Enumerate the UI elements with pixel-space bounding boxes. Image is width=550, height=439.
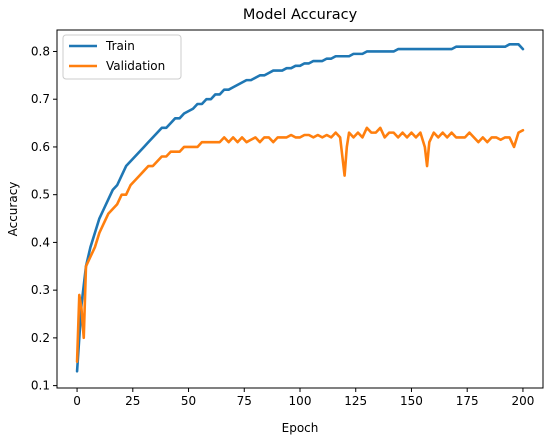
x-tick-label: 150 [400, 394, 423, 408]
y-axis-title: Accuracy [6, 182, 20, 237]
legend-label-validation: Validation [106, 59, 165, 73]
y-tick-label: 0.1 [31, 379, 50, 393]
x-tick-label: 25 [125, 394, 140, 408]
x-tick-label: 50 [181, 394, 196, 408]
x-tick-label: 175 [456, 394, 479, 408]
plot-frame [56, 29, 544, 389]
y-tick-label: 0.7 [31, 92, 50, 106]
x-tick-label: 0 [73, 394, 81, 408]
x-tick-label: 200 [511, 394, 534, 408]
series-line-train [75, 43, 525, 373]
x-tick-label: 75 [237, 394, 252, 408]
y-tick-label: 0.6 [31, 140, 50, 154]
ticks-layer: 0 25 50 75 100 125 150 175 200 0.1 0.2 0.3 0.4 0.5 0.6… [31, 44, 534, 408]
y-tick-label: 0.3 [31, 283, 50, 297]
series-line-validation [75, 126, 525, 364]
x-tick-label: 100 [289, 394, 312, 408]
y-tick-label: 0.4 [31, 235, 50, 249]
series-layer [75, 43, 525, 373]
x-tick-label: 125 [344, 394, 367, 408]
y-tick-label: 0.2 [31, 331, 50, 345]
y-tick-label: 0.8 [31, 44, 50, 58]
legend: Train Validation [62, 34, 182, 80]
chart-title: Model Accuracy [243, 7, 358, 23]
legend-label-train: Train [105, 39, 135, 53]
x-axis-title: Epoch [282, 421, 319, 435]
y-tick-label: 0.5 [31, 188, 50, 202]
